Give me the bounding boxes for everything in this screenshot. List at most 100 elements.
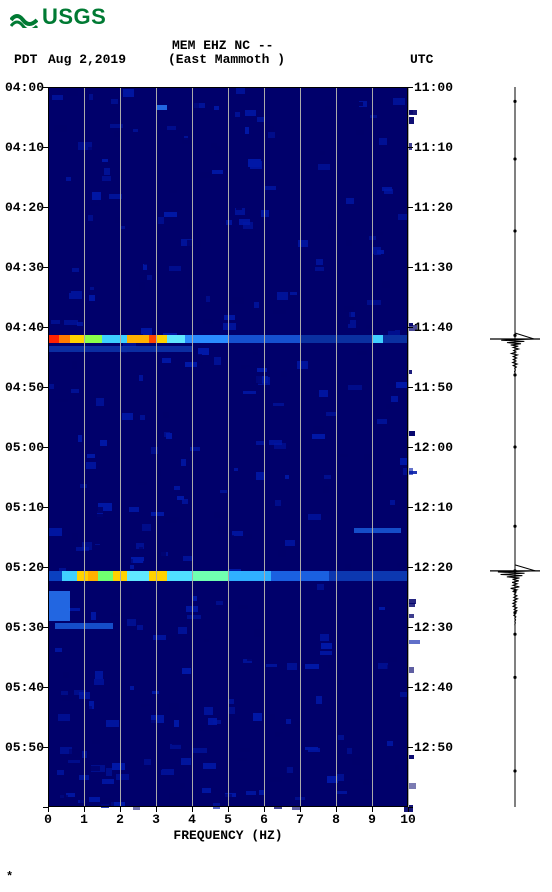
gridline: [228, 87, 229, 807]
noise-cell: [408, 471, 417, 474]
event-cell: [383, 335, 408, 343]
ytick-left: 04:20: [2, 200, 44, 215]
xtick: 10: [400, 812, 416, 827]
seis-burst: [498, 565, 535, 626]
event-cell: [84, 335, 102, 343]
ytick-right: 11:50: [414, 380, 460, 395]
event-cell: [372, 335, 383, 343]
seis-dot: [513, 676, 516, 679]
ytick-right: 11:30: [414, 260, 460, 275]
ytick-right: 12:00: [414, 440, 460, 455]
ytick-left: 04:40: [2, 320, 44, 335]
xtick: 4: [188, 812, 196, 827]
xtick: 5: [224, 812, 232, 827]
tickmark: [408, 627, 413, 628]
ytick-right: 12:50: [414, 740, 460, 755]
gridline: [84, 87, 85, 807]
tz-right-label: UTC: [410, 52, 433, 67]
event-cell: [149, 571, 167, 581]
xtick: 0: [44, 812, 52, 827]
seismogram-trace: [490, 87, 540, 807]
station-line1: MEM EHZ NC --: [172, 38, 273, 53]
ytick-left: 05:30: [2, 620, 44, 635]
ytick-right: 11:20: [414, 200, 460, 215]
ytick-left: 05:40: [2, 680, 44, 695]
xtick: 3: [152, 812, 160, 827]
seismogram-panel: [490, 87, 540, 807]
seis-dot: [513, 445, 516, 448]
tickmark: [408, 747, 413, 748]
event-cell: [59, 335, 70, 343]
ytick-right: 12:40: [414, 680, 460, 695]
tickmark: [408, 387, 413, 388]
usgs-logo: USGS: [10, 4, 106, 30]
gridline: [336, 87, 337, 807]
event-cell: [127, 571, 149, 581]
tickmark: [408, 447, 413, 448]
event-cell: [127, 335, 149, 343]
ytick-right: 12:20: [414, 560, 460, 575]
ytick-left: 05:00: [2, 440, 44, 455]
gridline: [372, 87, 373, 807]
xtick: 1: [80, 812, 88, 827]
seis-dot: [513, 633, 516, 636]
gridline: [300, 87, 301, 807]
tickmark: [408, 147, 413, 148]
seis-dot: [513, 769, 516, 772]
ytick-right: 11:10: [414, 140, 460, 155]
ytick-left: 05:20: [2, 560, 44, 575]
event-cell: [156, 335, 167, 343]
event-cell: [48, 335, 59, 343]
tickmark: [408, 267, 413, 268]
seis-dot: [513, 525, 516, 528]
tickmark: [408, 567, 413, 568]
event-cell: [70, 335, 84, 343]
gridline: [192, 87, 193, 807]
event-cell: [329, 571, 408, 581]
event-cell: [77, 571, 88, 581]
ytick-right: 12:30: [414, 620, 460, 635]
seis-dot: [513, 100, 516, 103]
noise-cell: [408, 640, 420, 644]
event-cell: [102, 335, 127, 343]
date-label: Aug 2,2019: [48, 52, 126, 67]
seis-dot: [513, 157, 516, 160]
ytick-right: 12:10: [414, 500, 460, 515]
ytick-left: 05:50: [2, 740, 44, 755]
gridline: [48, 87, 49, 807]
usgs-wave-icon: [10, 6, 38, 28]
spectrogram-plot: [48, 87, 408, 807]
tickmark: [408, 687, 413, 688]
ytick-left: 04:30: [2, 260, 44, 275]
xtick: 8: [332, 812, 340, 827]
footer-mark: *: [6, 870, 13, 884]
station-line2: (East Mammoth ): [168, 52, 285, 67]
tz-left-label: PDT: [14, 52, 37, 67]
event-cell: [62, 571, 76, 581]
gridline: [264, 87, 265, 807]
x-axis-label: FREQUENCY (HZ): [48, 828, 408, 843]
xtick: 7: [296, 812, 304, 827]
tickmark: [408, 327, 413, 328]
event-cell: [192, 571, 228, 581]
event-cell: [167, 335, 185, 343]
ytick-right: 11:00: [414, 80, 460, 95]
ytick-left: 04:10: [2, 140, 44, 155]
event-cell: [88, 571, 99, 581]
xtick: 2: [116, 812, 124, 827]
gridline: [156, 87, 157, 807]
tickmark: [408, 507, 413, 508]
xtick: 6: [260, 812, 268, 827]
event-cell: [48, 571, 62, 581]
noise-cell: [133, 807, 140, 810]
seis-dot: [513, 229, 516, 232]
seis-dot: [513, 334, 516, 337]
gridline: [120, 87, 121, 807]
ytick-left: 05:10: [2, 500, 44, 515]
xtick: 9: [368, 812, 376, 827]
tickmark: [408, 207, 413, 208]
event-cell: [98, 571, 112, 581]
tickmark: [408, 87, 413, 88]
event-cell: [149, 335, 156, 343]
ytick-right: 11:40: [414, 320, 460, 335]
